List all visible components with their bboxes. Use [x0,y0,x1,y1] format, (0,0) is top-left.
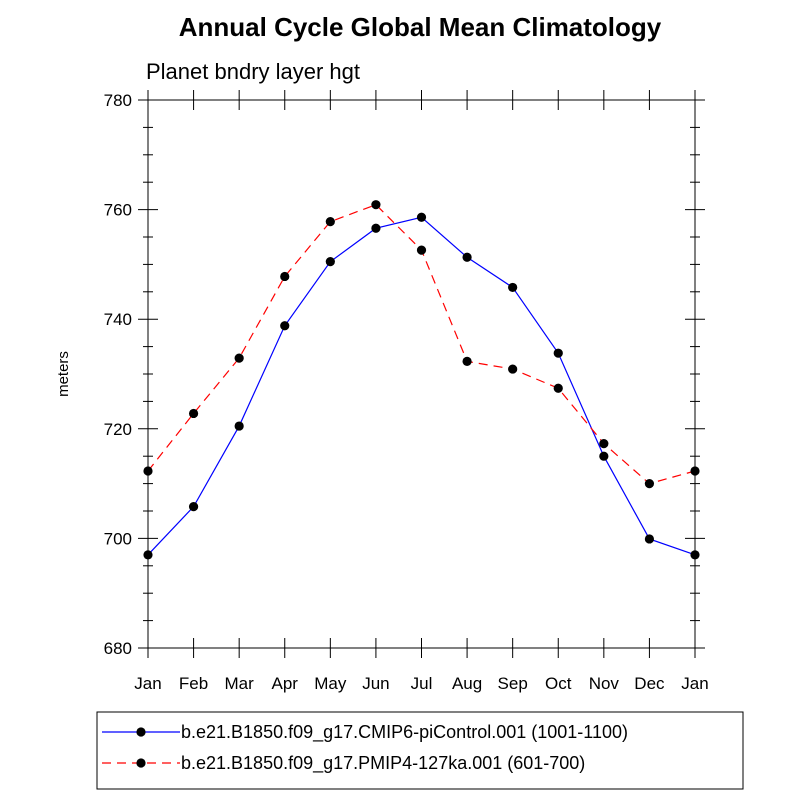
data-point [234,421,244,431]
legend-swatch-marker [136,727,146,737]
data-point [234,353,244,363]
legend-entry-1: b.e21.B1850.f09_g17.CMIP6-piControl.001 … [102,722,628,743]
data-point [599,451,609,461]
data-point [644,479,655,489]
y-tick-label: 680 [104,639,132,658]
x-tick-label: Mar [225,674,255,693]
legend-box [96,711,744,790]
x-tick-label: Jul [411,674,433,693]
data-point [416,245,427,255]
y-tick-label: 760 [104,201,132,220]
x-tick-label: Nov [589,674,620,693]
data-point [325,217,335,227]
legend-label: b.e21.B1850.f09_g17.CMIP6-piControl.001 … [181,722,628,743]
data-point [143,550,153,560]
x-tick-label: May [314,674,347,693]
legend: b.e21.B1850.f09_g17.CMIP6-piControl.001 … [102,722,628,774]
x-tick-label: Jun [362,674,389,693]
y-tick-label: 720 [104,420,132,439]
x-tick-label: Sep [498,674,528,693]
x-tick-label: Jan [134,674,161,693]
x-tick-label: Feb [179,674,208,693]
plot-frame [147,99,696,649]
legend-swatch-marker [136,758,146,768]
y-tick-label: 780 [104,91,132,110]
data-point [371,223,381,233]
y-axis-label: meters [55,351,72,397]
data-point [553,383,563,393]
data-point [462,252,472,262]
data-point [325,257,335,267]
data-point [280,271,290,282]
data-point [143,466,153,476]
data-point [599,438,609,449]
data-point [371,200,381,210]
y-tick-labels: 680 700 720 740 760 780 [104,91,132,658]
x-tick-label: Oct [545,674,572,693]
x-tick-label: Dec [634,674,665,693]
data-point [188,502,199,512]
data-point [462,356,472,366]
axis-ticks [138,90,705,658]
series-2 [143,200,700,489]
x-tick-labels: Jan Feb Mar Apr May Jun Jul Aug Sep Oct Nov Dec Jan [134,674,708,693]
series-line [147,216,696,556]
data-point [690,550,700,560]
data-point [508,364,518,374]
x-tick-label: Jan [681,674,708,693]
data-point [690,466,700,476]
chart-subtitle: Planet bndry layer hgt [146,59,360,84]
y-tick-label: 740 [104,310,132,329]
series-1 [143,212,700,560]
legend-label: b.e21.B1850.f09_g17.PMIP4-127ka.001 (601… [181,753,585,774]
legend-entry-2: b.e21.B1850.f09_g17.PMIP4-127ka.001 (601… [102,753,585,774]
chart-title: Annual Cycle Global Mean Climatology [179,12,662,42]
data-point [508,282,518,293]
data-point [188,408,199,419]
data-point [416,212,427,222]
x-tick-label: Apr [272,674,299,693]
data-point [644,534,655,544]
data-point [553,348,563,358]
series-layer [143,200,700,560]
data-point [280,321,290,331]
y-tick-label: 700 [104,529,132,548]
x-tick-label: Aug [452,674,482,693]
